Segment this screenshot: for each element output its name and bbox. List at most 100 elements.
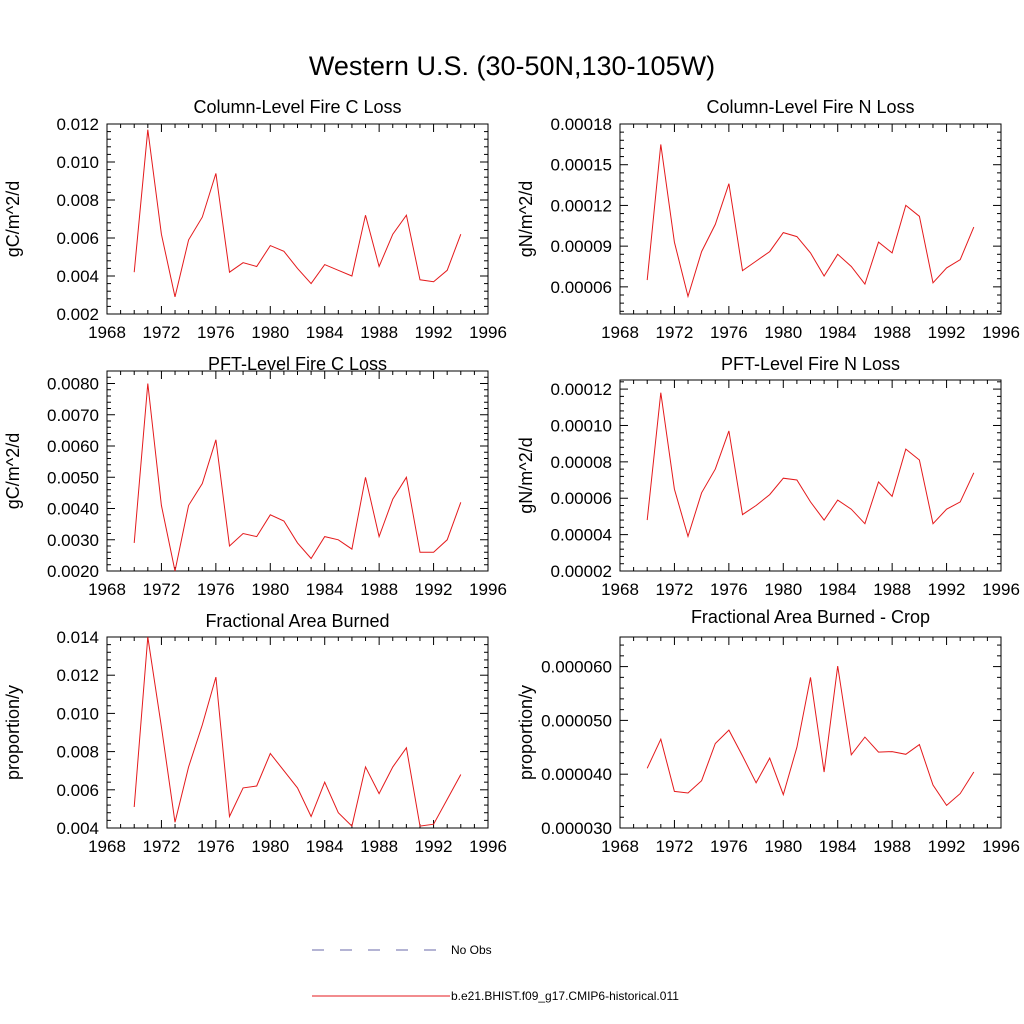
y-tick-label: 0.006 [56, 781, 99, 800]
series-line [133, 129, 462, 298]
legend-obs-label: No Obs [451, 943, 492, 957]
chart-panel: Fractional Area Burned proportion/y 1968 19… [3, 611, 507, 856]
x-tick-label: 1984 [306, 323, 344, 342]
x-tick-label: 1968 [88, 580, 126, 599]
y-tick-label: 0.00008 [551, 453, 612, 472]
chart-panel: PFT-Level Fire N Loss gN/m^2/d 1968 1972 197… [516, 354, 1020, 599]
x-tick-label: 1988 [360, 323, 398, 342]
y-tick-label: 0.004 [56, 267, 99, 286]
y-tick-label: 0.00006 [551, 489, 612, 508]
x-tick-label: 1968 [601, 837, 639, 856]
x-tick-label: 1976 [197, 323, 235, 342]
x-tick-label: 1984 [819, 580, 857, 599]
y-tick-label: 0.010 [56, 153, 99, 172]
y-axis-label: gC/m^2/d [3, 433, 23, 509]
x-tick-label: 1984 [819, 837, 857, 856]
x-tick-label: 1980 [251, 837, 289, 856]
y-axis-label: gC/m^2/d [3, 181, 23, 257]
y-tick-label: 0.0050 [47, 468, 99, 487]
y-tick-label: 0.000050 [541, 711, 612, 730]
x-tick-label: 1988 [360, 837, 398, 856]
y-tick-label: 0.0040 [47, 500, 99, 519]
y-tick-label: 0.000060 [541, 658, 612, 677]
plot-frame [619, 636, 1002, 829]
panel-title: PFT-Level Fire C Loss [208, 354, 387, 374]
x-tick-label: 1976 [710, 323, 748, 342]
y-tick-label: 0.00010 [551, 416, 612, 435]
x-tick-label: 1968 [88, 837, 126, 856]
x-tick-label: 1988 [873, 580, 911, 599]
panel-title: Column-Level Fire N Loss [706, 97, 914, 117]
chart-panel: PFT-Level Fire C Loss gC/m^2/d 1968 1972 197… [3, 354, 507, 599]
y-tick-label: 0.014 [56, 628, 99, 647]
x-tick-label: 1992 [928, 837, 966, 856]
y-tick-label: 0.006 [56, 229, 99, 248]
y-tick-label: 0.000040 [541, 765, 612, 784]
y-tick-label: 0.0070 [47, 406, 99, 425]
plot-frame [106, 636, 489, 829]
chart-panel: Fractional Area Burned - Crop proportion/… [516, 607, 1020, 856]
y-axis-label: proportion/y [516, 685, 536, 780]
legend-model-label: b.e21.BHIST.f09_g17.CMIP6-historical.011 [451, 989, 679, 1003]
y-axis-label: gN/m^2/d [516, 181, 536, 257]
y-tick-label: 0.0020 [47, 562, 99, 581]
x-tick-label: 1996 [982, 837, 1020, 856]
y-tick-label: 0.00015 [551, 156, 612, 175]
y-tick-label: 0.0080 [47, 375, 99, 394]
y-axis-label: proportion/y [3, 685, 23, 780]
series-line [646, 144, 975, 299]
plot-frame [619, 379, 1002, 572]
panel-title: Fractional Area Burned - Crop [691, 607, 930, 627]
y-tick-label: 0.010 [56, 704, 99, 723]
x-tick-label: 1976 [710, 580, 748, 599]
x-tick-label: 1980 [764, 580, 802, 599]
y-tick-label: 0.004 [56, 819, 99, 838]
y-tick-label: 0.002 [56, 305, 99, 324]
y-tick-label: 0.00012 [551, 196, 612, 215]
y-tick-label: 0.00012 [551, 380, 612, 399]
y-tick-label: 0.008 [56, 743, 99, 762]
plot-frame [106, 123, 489, 315]
y-tick-label: 0.00018 [551, 115, 612, 134]
x-tick-label: 1992 [415, 323, 453, 342]
series-line [133, 636, 462, 828]
x-tick-label: 1984 [306, 837, 344, 856]
plot-frame [619, 123, 1002, 315]
x-tick-label: 1972 [143, 323, 181, 342]
y-tick-label: 0.012 [56, 666, 99, 685]
x-tick-label: 1992 [928, 580, 966, 599]
x-tick-label: 1980 [764, 837, 802, 856]
x-tick-label: 1972 [656, 837, 694, 856]
x-tick-label: 1988 [360, 580, 398, 599]
legend: No Obs b.e21.BHIST.f09_g17.CMIP6-histori… [312, 943, 679, 1003]
x-tick-label: 1980 [251, 580, 289, 599]
x-tick-label: 1972 [143, 837, 181, 856]
x-tick-label: 1980 [764, 323, 802, 342]
x-tick-label: 1976 [710, 837, 748, 856]
series-line [646, 666, 975, 807]
x-tick-label: 1976 [197, 837, 235, 856]
y-tick-label: 0.00002 [551, 562, 612, 581]
x-tick-label: 1968 [601, 323, 639, 342]
x-tick-label: 1996 [469, 580, 507, 599]
x-tick-label: 1996 [982, 323, 1020, 342]
y-tick-label: 0.012 [56, 115, 99, 134]
x-tick-label: 1980 [251, 323, 289, 342]
chart-panel: Column-Level Fire N Loss gN/m^2/d 1968 1972… [516, 97, 1020, 342]
x-tick-label: 1988 [873, 323, 911, 342]
x-tick-label: 1996 [982, 580, 1020, 599]
x-tick-label: 1972 [656, 580, 694, 599]
x-tick-label: 1996 [469, 837, 507, 856]
y-tick-label: 0.008 [56, 191, 99, 210]
panels: Column-Level Fire C Loss gC/m^2/d 1968 1972… [3, 97, 1020, 856]
y-tick-label: 0.00006 [551, 278, 612, 297]
x-tick-label: 1988 [873, 837, 911, 856]
y-axis-label: gN/m^2/d [516, 437, 536, 513]
figure-title: Western U.S. (30-50N,130-105W) [309, 51, 715, 81]
x-tick-label: 1968 [88, 323, 126, 342]
x-tick-label: 1972 [656, 323, 694, 342]
x-tick-label: 1976 [197, 580, 235, 599]
y-tick-label: 0.00004 [551, 526, 612, 545]
x-tick-label: 1972 [143, 580, 181, 599]
